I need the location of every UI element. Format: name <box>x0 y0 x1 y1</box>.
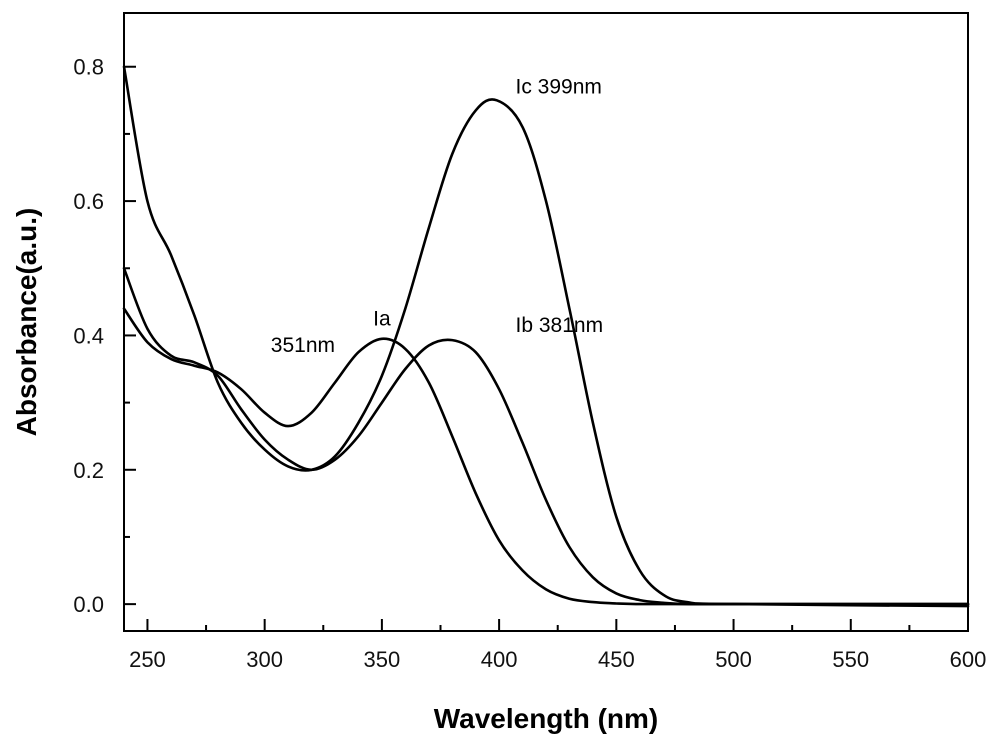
x-tick-label: 350 <box>364 647 401 672</box>
x-tick-label: 400 <box>481 647 518 672</box>
x-tick-label: 500 <box>715 647 752 672</box>
x-tick-label: 300 <box>246 647 283 672</box>
x-tick-label: 550 <box>832 647 869 672</box>
y-tick-label: 0.4 <box>73 323 104 348</box>
y-tick-label: 0.8 <box>73 55 104 80</box>
y-tick-label: 0.0 <box>73 592 104 617</box>
series-line-ia <box>122 307 970 606</box>
x-tick-label: 450 <box>598 647 635 672</box>
series-curves <box>122 65 970 608</box>
x-tick-label: 250 <box>129 647 166 672</box>
series-line-ic <box>122 65 970 608</box>
x-axis-title: Wavelength (nm) <box>434 703 659 734</box>
x-tick-label: 600 <box>950 647 987 672</box>
annotation-label: Ic 399nm <box>516 76 602 99</box>
y-tick-label: 0.6 <box>73 189 104 214</box>
series-line-ib <box>122 267 970 606</box>
y-axis-title: Absorbance(a.u.) <box>11 208 42 437</box>
tick-labels: 250 300 350 400 450 500 550 600 0.0 0.2 0.4 0.6 0.8 <box>73 55 986 672</box>
annotation-label: Ia <box>373 307 391 330</box>
axis-ticks <box>124 65 969 631</box>
y-tick-label: 0.2 <box>73 458 104 483</box>
annotation-label: 351nm <box>271 334 335 357</box>
annotation-label: Ib 381nm <box>516 314 604 337</box>
peak-annotations: Ic 399nm Ia 351nm Ib 381nm <box>271 76 603 358</box>
plot-frame <box>123 12 969 632</box>
watermark-text: 知乎 @广州化联质检 <box>750 694 974 722</box>
